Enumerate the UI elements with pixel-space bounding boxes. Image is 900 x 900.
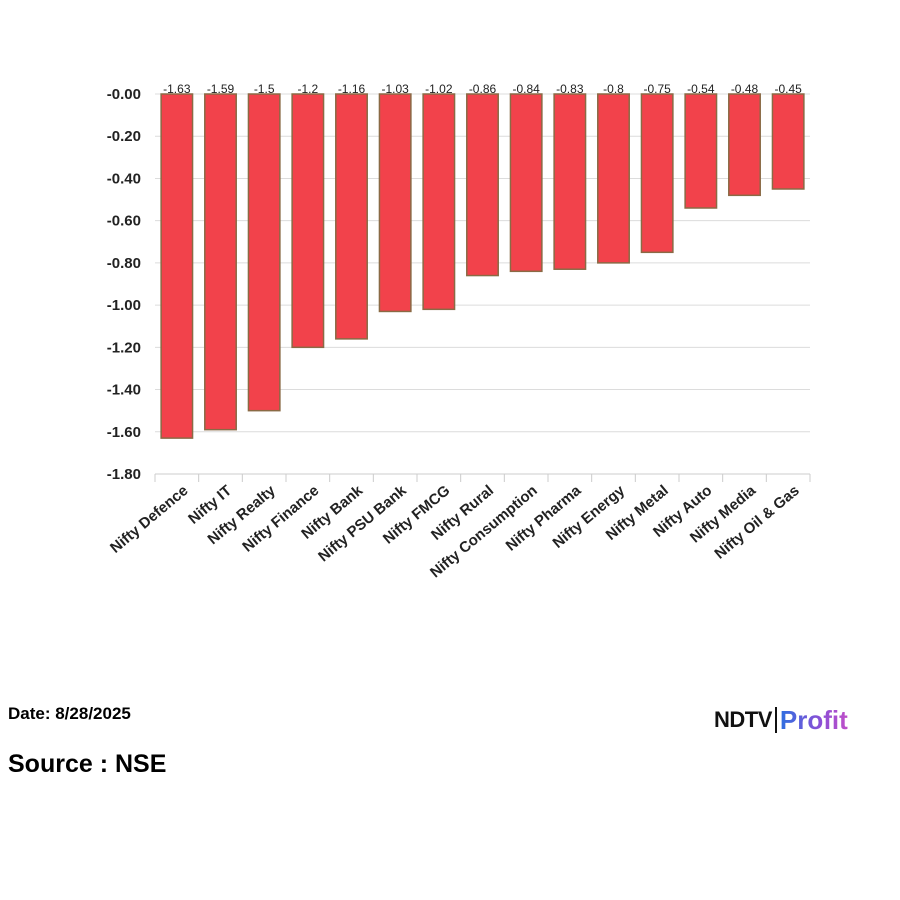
data-label: -0.45 bbox=[774, 82, 802, 96]
data-label: -0.84 bbox=[512, 82, 540, 96]
y-tick-label: -0.60 bbox=[107, 213, 141, 230]
logo-ndtv-text: NDTV bbox=[714, 707, 772, 732]
y-tick-label: -0.00 bbox=[107, 86, 141, 103]
data-label: -0.54 bbox=[687, 82, 715, 96]
y-tick-label: -1.80 bbox=[107, 466, 141, 483]
y-tick-label: -0.40 bbox=[107, 170, 141, 187]
y-tick-label: -1.20 bbox=[107, 339, 141, 356]
bar bbox=[597, 93, 630, 264]
data-label: -1.2 bbox=[297, 82, 318, 96]
footer-date: Date: 8/28/2025 bbox=[8, 704, 131, 723]
bar bbox=[728, 93, 761, 197]
data-label: -0.83 bbox=[556, 82, 584, 96]
bar bbox=[771, 93, 805, 190]
data-label: -0.86 bbox=[469, 82, 497, 96]
y-tick-label: -0.80 bbox=[107, 255, 141, 272]
bar bbox=[291, 93, 325, 349]
bars bbox=[160, 93, 805, 439]
data-label: -1.03 bbox=[381, 82, 409, 96]
bar bbox=[335, 93, 368, 340]
logo-divider bbox=[774, 707, 777, 733]
footer-source: Source : NSE bbox=[8, 750, 167, 778]
data-label: -1.63 bbox=[163, 82, 191, 96]
data-label: -0.8 bbox=[603, 82, 624, 96]
bar bbox=[553, 93, 587, 270]
data-label: -0.48 bbox=[731, 82, 759, 96]
axes: -0.00 -0.20 -0.40 -0.60 -0.80 -1.00 -1.20 -1.40… bbox=[107, 86, 811, 483]
y-tick-label: -0.20 bbox=[107, 128, 141, 145]
data-labels: -1.63 -1.59 -1.5 -1.2 -1.16 -1.03 -1.02 -0.86 -0… bbox=[163, 82, 802, 96]
data-label: -1.02 bbox=[425, 82, 453, 96]
data-label: -1.16 bbox=[338, 82, 366, 96]
data-label: -1.5 bbox=[254, 82, 275, 96]
logo-profit-text: Profit bbox=[779, 704, 848, 735]
category-label: Nifty Defence bbox=[107, 482, 191, 557]
data-label: -0.75 bbox=[643, 82, 671, 96]
y-tick-label: -1.00 bbox=[107, 297, 141, 314]
bar bbox=[509, 93, 543, 273]
bar bbox=[378, 93, 412, 313]
bar bbox=[422, 93, 456, 311]
y-tick-label: -1.60 bbox=[107, 424, 141, 441]
data-label: -1.59 bbox=[207, 82, 235, 96]
bar bbox=[247, 93, 281, 412]
ndtv-profit-logo: NDTV Profit bbox=[714, 704, 848, 736]
bar bbox=[204, 93, 237, 431]
bar bbox=[466, 93, 499, 277]
y-tick-label: -1.40 bbox=[107, 382, 141, 399]
bar bbox=[640, 93, 674, 254]
category-label: Nifty Pharma bbox=[503, 482, 585, 555]
bar bbox=[160, 93, 194, 439]
bar bbox=[684, 93, 718, 209]
